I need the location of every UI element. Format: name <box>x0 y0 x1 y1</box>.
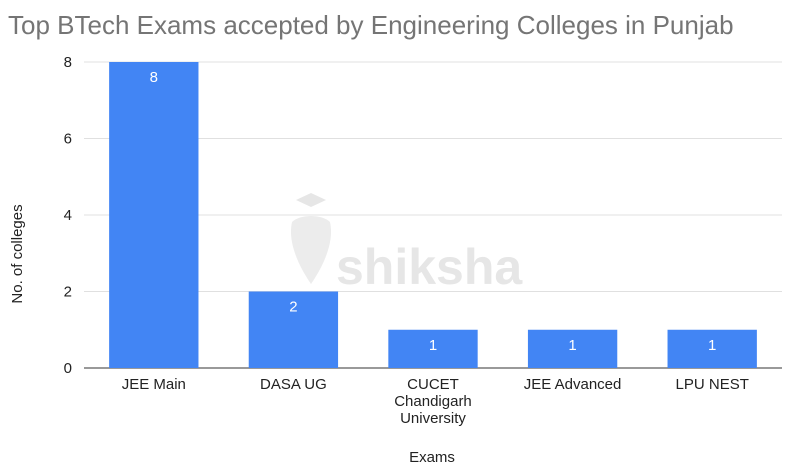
gridlines <box>84 61 782 369</box>
x-tick-label: Chandigarh <box>394 393 472 410</box>
watermark-shield-icon <box>290 216 332 284</box>
bar-data-label: 2 <box>289 299 297 316</box>
y-tick-labels: 0 2 4 6 8 <box>64 54 72 377</box>
chart-title: Top BTech Exams accepted by Engineering … <box>8 10 734 40</box>
x-axis-title: Exams <box>409 449 455 466</box>
x-tick-label: University <box>400 410 466 427</box>
x-tick-label: CUCET <box>407 376 459 393</box>
watermark-cap-icon <box>296 193 326 207</box>
x-tick-labels: JEE Main DASA UG CUCETChandigarhUniversity… <box>122 376 749 427</box>
bar <box>527 329 618 368</box>
y-tick-label: 8 <box>64 54 72 71</box>
bar <box>388 329 478 368</box>
bar-data-label: 8 <box>150 69 158 86</box>
watermark-text: shiksha <box>336 239 523 295</box>
x-tick-label: DASA UG <box>260 376 327 393</box>
y-tick-label: 2 <box>64 284 72 301</box>
x-tick-label: JEE Main <box>122 376 186 393</box>
shiksha-watermark: shiksha <box>290 193 523 295</box>
y-tick-label: 0 <box>64 360 72 377</box>
bar-data-label: 1 <box>568 337 576 354</box>
bar <box>248 291 339 368</box>
bar-data-label: 1 <box>429 337 437 354</box>
y-axis-title: No. of colleges <box>9 204 26 303</box>
y-tick-label: 4 <box>64 207 72 224</box>
bar-data-label: 1 <box>708 337 716 354</box>
bars: 8 2 1 1 1 <box>109 62 757 368</box>
bar <box>109 62 199 368</box>
y-tick-label: 6 <box>64 131 72 148</box>
x-tick-label: JEE Advanced <box>524 376 622 393</box>
bar <box>667 329 757 368</box>
x-tick-label: LPU NEST <box>676 376 749 393</box>
